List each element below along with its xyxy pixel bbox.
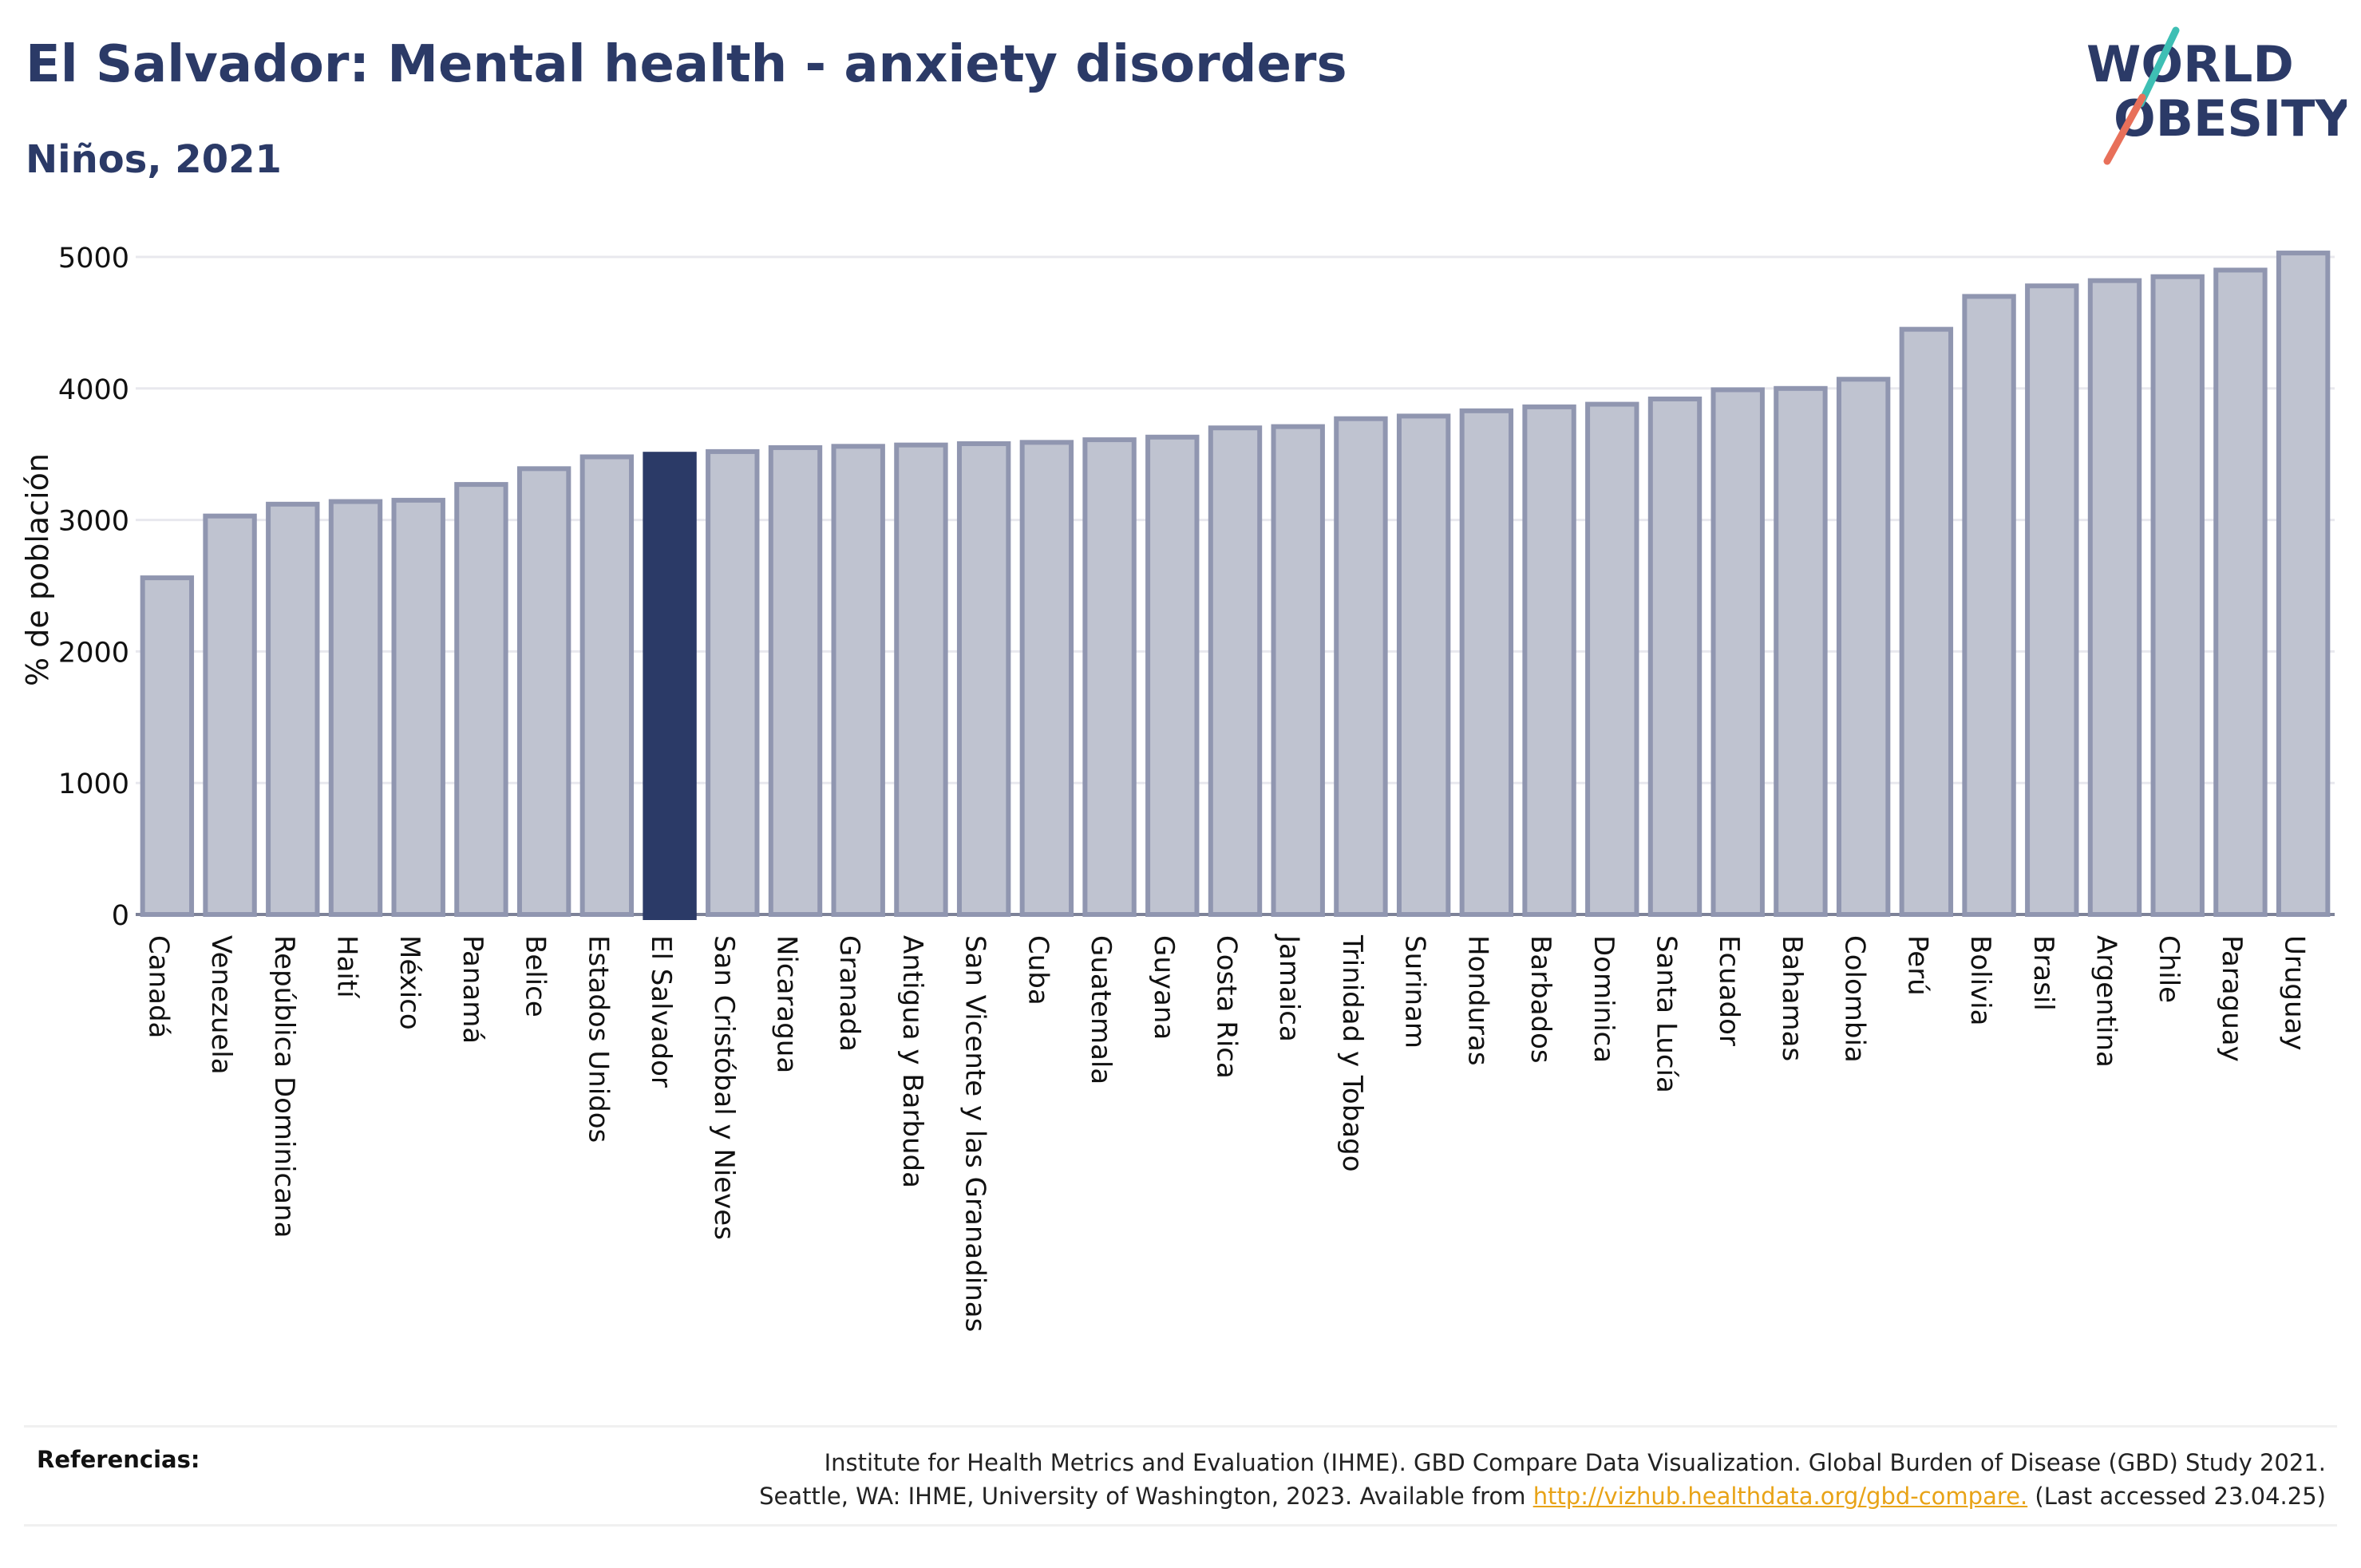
y-tick-label: 0 bbox=[112, 900, 129, 932]
bar bbox=[1899, 326, 1954, 917]
x-tick-label: Paraguay bbox=[2216, 935, 2248, 1062]
x-tick-label: Belice bbox=[520, 935, 552, 1017]
bars bbox=[140, 251, 2331, 920]
bar bbox=[1774, 385, 1828, 917]
bar bbox=[1334, 416, 1388, 917]
x-tick-label: Perú bbox=[1901, 935, 1933, 996]
x-tick-label: Nicaragua bbox=[771, 935, 803, 1073]
x-tick-label: Brasil bbox=[2027, 935, 2059, 1011]
references-text: Institute for Health Metrics and Evaluat… bbox=[410, 1446, 2326, 1513]
y-tick-label: 1000 bbox=[58, 768, 129, 800]
x-tick-label: República Dominicana bbox=[268, 935, 300, 1238]
y-tick-label: 5000 bbox=[58, 243, 129, 274]
bar bbox=[706, 448, 760, 917]
bar bbox=[266, 501, 320, 917]
x-tick-labels: Canadá Venezuela República Dominicana Haití… bbox=[142, 934, 2310, 1332]
x-tick-label: Colombia bbox=[1839, 935, 1871, 1063]
x-tick-label: Bahamas bbox=[1776, 935, 1808, 1061]
chart-title: El Salvador: Mental health - anxiety dis… bbox=[26, 35, 1347, 94]
x-tick-label: San Vicente y las Granadinas bbox=[959, 935, 991, 1332]
x-tick-label: Haití bbox=[331, 935, 363, 999]
bar bbox=[1836, 377, 1891, 918]
x-tick-label: Guyana bbox=[1148, 935, 1180, 1040]
bar bbox=[1647, 396, 1703, 917]
bar bbox=[1522, 404, 1576, 917]
bar bbox=[894, 442, 948, 917]
x-tick-label: Honduras bbox=[1461, 935, 1493, 1066]
x-tick-label: Guatemala bbox=[1085, 935, 1117, 1084]
references-label: Referencias: bbox=[37, 1446, 200, 1473]
x-tick-label: Canadá bbox=[142, 935, 174, 1038]
bar bbox=[831, 444, 885, 917]
bar bbox=[2150, 274, 2205, 918]
x-tick-label: Argentina bbox=[2090, 935, 2122, 1068]
bar bbox=[2213, 267, 2268, 918]
bar bbox=[2276, 251, 2331, 917]
bar bbox=[1082, 437, 1137, 917]
bar bbox=[454, 482, 508, 917]
x-tick-label: Santa Lucía bbox=[1651, 935, 1683, 1093]
y-tick-label: 2000 bbox=[58, 637, 129, 669]
x-tick-label: Barbados bbox=[1525, 935, 1556, 1064]
bar bbox=[2087, 278, 2142, 917]
bar bbox=[2025, 283, 2079, 918]
bar bbox=[1459, 408, 1514, 917]
bar bbox=[1585, 401, 1639, 917]
logo-slash-teal bbox=[2137, 26, 2180, 108]
bar bbox=[140, 575, 195, 917]
x-tick-label: Surinam bbox=[1399, 935, 1431, 1049]
world-obesity-logo: WORLD OBESITY bbox=[2086, 26, 2347, 165]
bar bbox=[1208, 425, 1263, 917]
x-tick-label: Ecuador bbox=[1713, 935, 1745, 1046]
x-tick-label: Trinidad y Tobago bbox=[1336, 934, 1368, 1172]
logo-word-obesity: OBESITY bbox=[2114, 89, 2347, 148]
logo-word-world: WORLD bbox=[2086, 35, 2294, 93]
bar-highlight bbox=[643, 452, 697, 920]
footer-divider-top bbox=[24, 1425, 2337, 1428]
bar bbox=[1962, 294, 2016, 917]
reference-line-2: Seattle, WA: IHME, University of Washing… bbox=[410, 1479, 2326, 1513]
y-tick-label: 4000 bbox=[58, 374, 129, 406]
reference-line-2-suffix: (Last accessed 23.04.25) bbox=[2035, 1483, 2326, 1510]
x-tick-label: Estados Unidos bbox=[582, 935, 614, 1143]
x-tick-label: Panamá bbox=[457, 935, 488, 1044]
x-tick-label: Antigua y Barbuda bbox=[896, 935, 928, 1188]
bar bbox=[956, 441, 1011, 917]
x-tick-label: Chile bbox=[2153, 935, 2185, 1003]
footer-divider-bottom bbox=[24, 1524, 2337, 1527]
bar bbox=[391, 497, 445, 917]
reference-line-2-prefix: Seattle, WA: IHME, University of Washing… bbox=[759, 1483, 1526, 1510]
x-tick-label: Jamaica bbox=[1273, 934, 1305, 1042]
bar bbox=[203, 513, 257, 917]
x-tick-label: San Cristóbal y Nieves bbox=[708, 935, 740, 1240]
bar bbox=[768, 444, 823, 917]
x-tick-label: México bbox=[394, 935, 425, 1030]
bar bbox=[328, 499, 383, 917]
x-tick-label: Dominica bbox=[1588, 935, 1619, 1063]
y-tick-labels: 0 1000 2000 3000 4000 5000 bbox=[58, 243, 129, 932]
bar bbox=[516, 466, 571, 917]
x-tick-label: El Salvador bbox=[645, 935, 677, 1088]
x-tick-label: Costa Rica bbox=[1211, 935, 1243, 1079]
logo-slash-coral bbox=[2103, 93, 2146, 165]
bar bbox=[1271, 424, 1325, 917]
bar bbox=[1710, 387, 1765, 917]
reference-link[interactable]: http://vizhub.healthdata.org/gbd-compare… bbox=[1532, 1483, 2028, 1510]
bar bbox=[1396, 413, 1451, 917]
y-tick-label: 3000 bbox=[58, 506, 129, 538]
bar bbox=[579, 454, 635, 917]
y-axis-label: % de población bbox=[20, 453, 55, 686]
x-tick-label: Venezuela bbox=[205, 935, 237, 1075]
x-tick-label: Bolivia bbox=[1964, 935, 1996, 1025]
x-tick-label: Granada bbox=[833, 935, 865, 1052]
x-tick-label: Uruguay bbox=[2279, 935, 2311, 1051]
x-tick-label: Cuba bbox=[1022, 935, 1054, 1005]
chart-subtitle: Niños, 2021 bbox=[26, 137, 282, 182]
reference-line-1: Institute for Health Metrics and Evaluat… bbox=[824, 1449, 2326, 1476]
bar-chart: 0 1000 2000 3000 4000 5000 Canadá Venezuela Rep… bbox=[20, 243, 2335, 1332]
bar bbox=[1145, 434, 1200, 917]
bar bbox=[1019, 440, 1074, 917]
